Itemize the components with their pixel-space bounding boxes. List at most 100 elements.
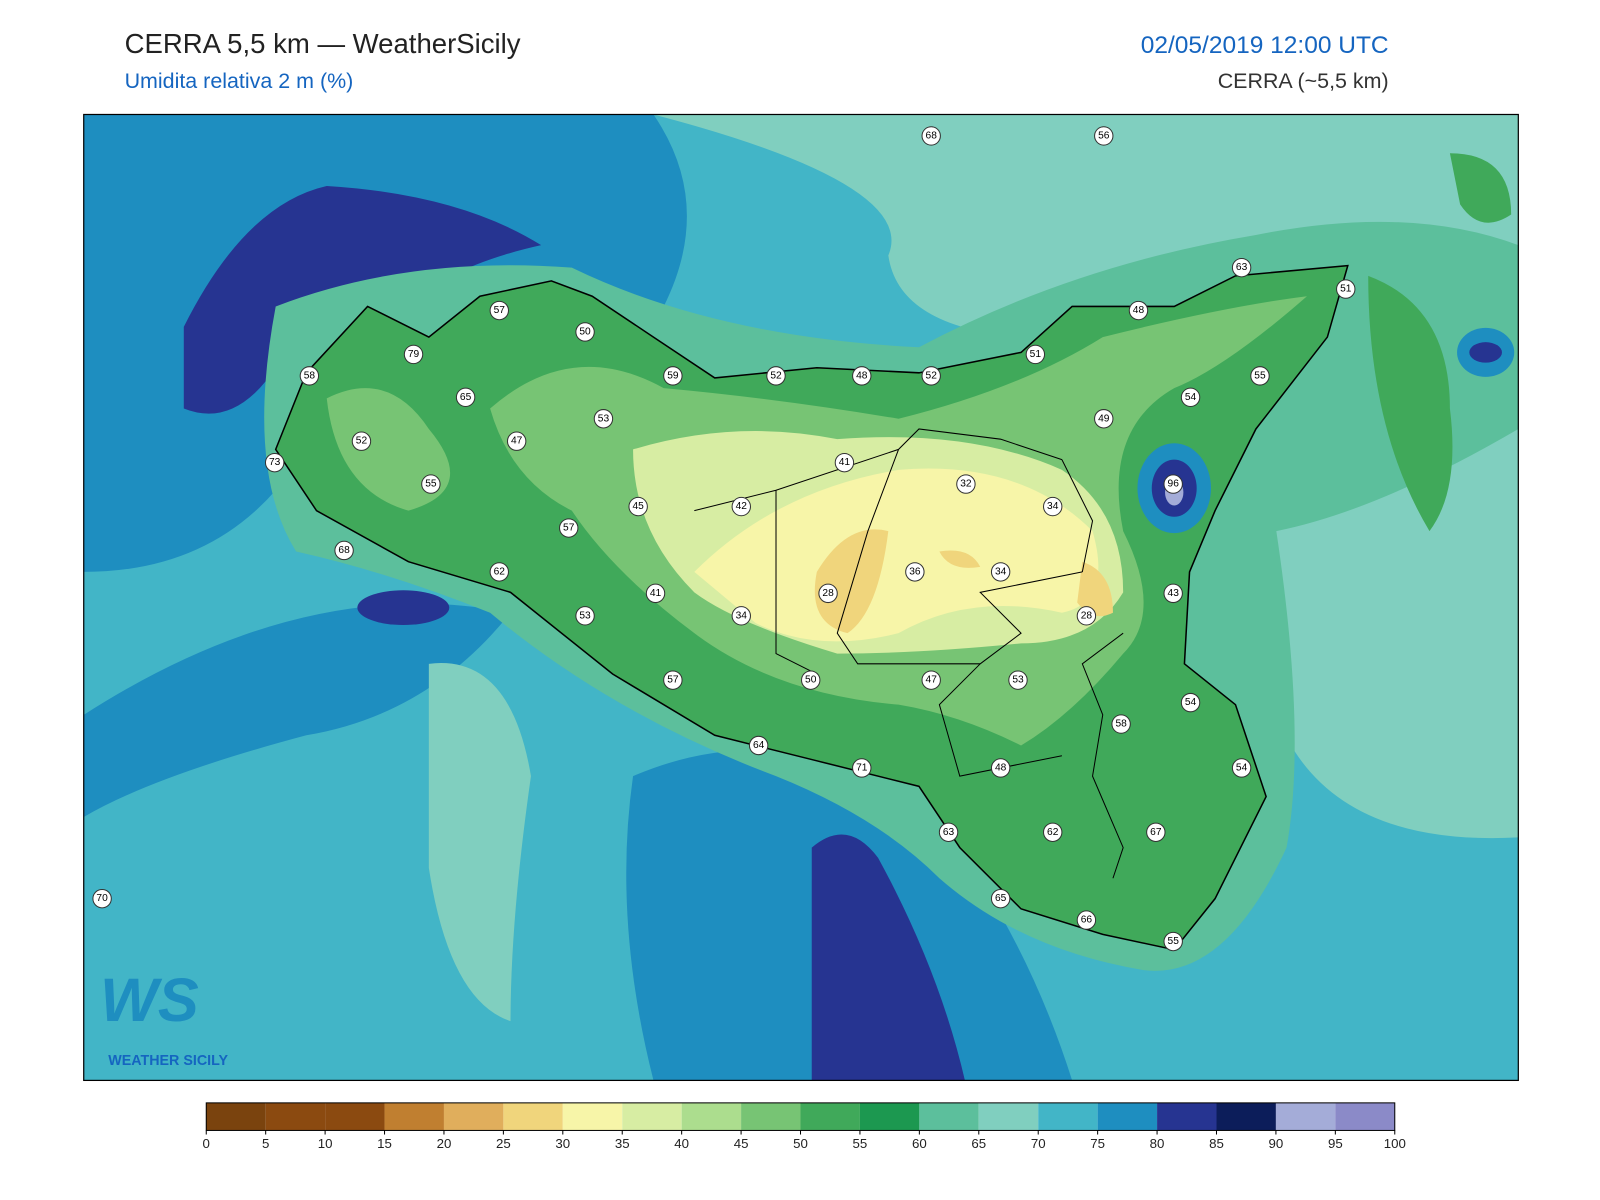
field (83, 603, 511, 817)
colorbar-tick-label: 5 (262, 1136, 269, 1151)
station-value: 56 (1098, 130, 1110, 141)
colorbar-tick-label: 95 (1328, 1136, 1343, 1151)
colorbar-swatch (1335, 1102, 1395, 1131)
station-value: 55 (425, 479, 437, 490)
colorbar-swatch (1275, 1102, 1336, 1131)
station-marker (852, 366, 872, 386)
colorbar-swatch (1038, 1102, 1098, 1131)
colorbar-swatch (325, 1102, 385, 1131)
station-marker (334, 540, 354, 561)
station-marker (663, 366, 683, 386)
colorbar: 0 5 10 15 20 25 30 35 40 45 50 55 60 65 70 75 80 85 90 95 10… (203, 1102, 1406, 1151)
station-value: 54 (1185, 697, 1197, 708)
station-value: 42 (736, 501, 748, 512)
colorbar-tick-label: 25 (496, 1136, 511, 1151)
colorbar-tick-label: 0 (203, 1136, 210, 1151)
field (814, 529, 1113, 634)
station-marker (264, 452, 285, 473)
colorbar-tick-label: 65 (971, 1136, 986, 1151)
station-value: 63 (943, 827, 955, 838)
station-value: 68 (926, 130, 938, 141)
colorbar-tick-label: 30 (555, 1136, 570, 1151)
field (1469, 342, 1502, 363)
colorbar-tick-label: 45 (734, 1136, 749, 1151)
colorbar-tick-label: 70 (1031, 1136, 1046, 1151)
colorbar-tick-label: 50 (793, 1136, 808, 1151)
colorbar-swatch (1216, 1102, 1276, 1131)
station-marker (1146, 822, 1166, 842)
station-marker (1163, 474, 1183, 494)
station-marker (1094, 126, 1114, 146)
station-marker (403, 344, 424, 365)
station-value: 32 (960, 479, 972, 490)
colorbar-swatch (859, 1102, 920, 1131)
station-marker (489, 562, 509, 582)
station-marker (956, 474, 976, 494)
station-marker (731, 496, 751, 517)
station-marker (351, 431, 372, 451)
station-marker (421, 474, 441, 494)
station-marker (299, 366, 320, 386)
field (357, 590, 450, 626)
station-marker (766, 366, 786, 386)
station-value: 36 (909, 566, 921, 577)
station-value: 48 (1133, 305, 1145, 316)
station-value: 48 (856, 370, 868, 381)
colorbar-tick-label: 35 (615, 1136, 630, 1151)
field (694, 468, 1099, 642)
colorbar-swatch (919, 1102, 979, 1131)
station-marker (905, 562, 925, 582)
station-marker (1250, 366, 1270, 386)
station-value: 52 (356, 436, 368, 447)
station-marker (506, 431, 527, 451)
station-value: 45 (632, 501, 644, 512)
station-marker (645, 583, 666, 604)
station-value: 41 (839, 457, 851, 468)
colorbar-swatch (503, 1102, 563, 1131)
station-value: 62 (1047, 827, 1059, 838)
station-value: 58 (1115, 719, 1127, 730)
colorbar-tick-label: 80 (1150, 1136, 1165, 1151)
station-marker (663, 670, 683, 690)
station-value: 66 (1081, 915, 1093, 926)
station-value: 67 (1150, 827, 1162, 838)
colorbar-swatch (443, 1102, 504, 1131)
station-marker (801, 670, 821, 690)
station-marker (990, 562, 1011, 582)
station-value: 65 (995, 893, 1007, 904)
station-value: 52 (770, 370, 782, 381)
station-value: 53 (598, 413, 610, 424)
calabria (1368, 153, 1512, 532)
field (811, 834, 965, 1081)
colorbar-tick-label: 40 (674, 1136, 689, 1151)
station-value: 41 (650, 588, 662, 599)
station-marker (489, 300, 509, 321)
station-value: 43 (1168, 588, 1180, 599)
station-marker (559, 518, 579, 538)
colorbar-tick-label: 85 (1209, 1136, 1224, 1151)
station-value: 58 (304, 370, 316, 381)
station-value: 59 (667, 370, 679, 381)
colorbar-tick-label: 10 (318, 1136, 333, 1151)
colorbar-tick-label: 90 (1269, 1136, 1284, 1151)
station-value: 79 (408, 349, 420, 360)
station-value: 54 (1185, 392, 1197, 403)
station-marker (990, 888, 1011, 909)
station-value: 62 (494, 566, 506, 577)
station-marker (1025, 344, 1046, 365)
station-value: 34 (995, 566, 1007, 577)
colorbar-swatch (800, 1102, 860, 1131)
station-marker (1231, 257, 1252, 278)
colorbar-swatch (265, 1102, 326, 1131)
station-marker (1111, 714, 1131, 734)
station-value: 96 (1168, 479, 1180, 490)
colorbar-tick-label: 20 (437, 1136, 452, 1151)
station-marker (1336, 279, 1356, 299)
station-value: 68 (338, 545, 350, 556)
station-value: 49 (1098, 413, 1110, 424)
colorbar-swatch (1157, 1102, 1217, 1131)
station-marker (834, 452, 855, 473)
station-value: 50 (805, 675, 817, 686)
stations: 68 56 63 51 48 57 50 79 51 58 59 52 48 52 55 65 54 53 49 52… (92, 126, 1356, 952)
